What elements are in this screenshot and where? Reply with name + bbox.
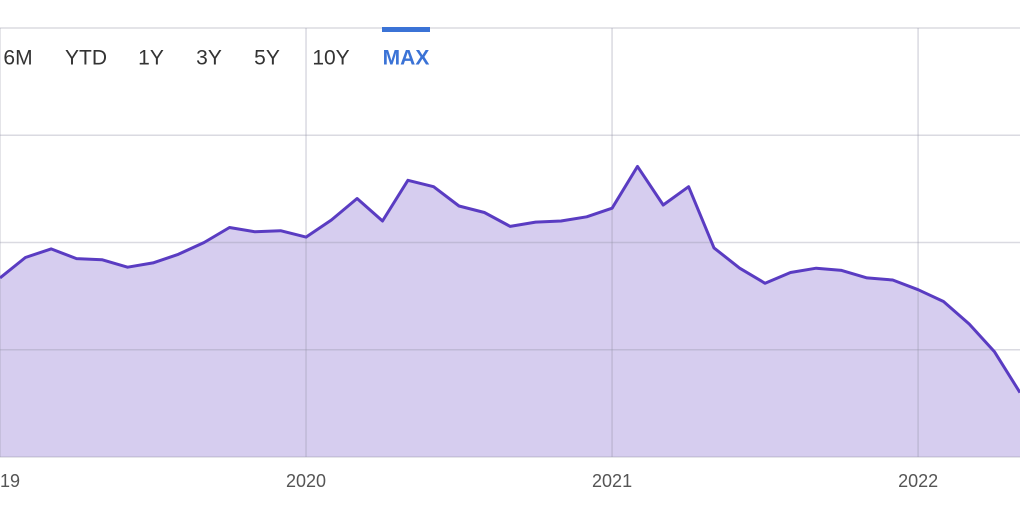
x-tick-label: 2021 <box>592 471 632 491</box>
range-button[interactable]: 1Y <box>138 47 164 70</box>
range-button[interactable]: 10Y <box>312 47 349 70</box>
range-button[interactable]: 6M <box>3 47 32 70</box>
x-tick-label: 2022 <box>898 471 938 491</box>
selected-indicator <box>382 27 430 32</box>
range-button[interactable]: 5Y <box>254 47 280 70</box>
area-fill <box>0 166 1020 457</box>
line <box>0 164 1020 394</box>
x-tick-label: 2020 <box>286 471 326 491</box>
range-button[interactable]: YTD <box>65 47 107 70</box>
range-button[interactable]: MAX <box>383 47 430 70</box>
x-tick-label: 2019 <box>0 471 20 491</box>
range-button[interactable]: 3Y <box>196 47 222 70</box>
